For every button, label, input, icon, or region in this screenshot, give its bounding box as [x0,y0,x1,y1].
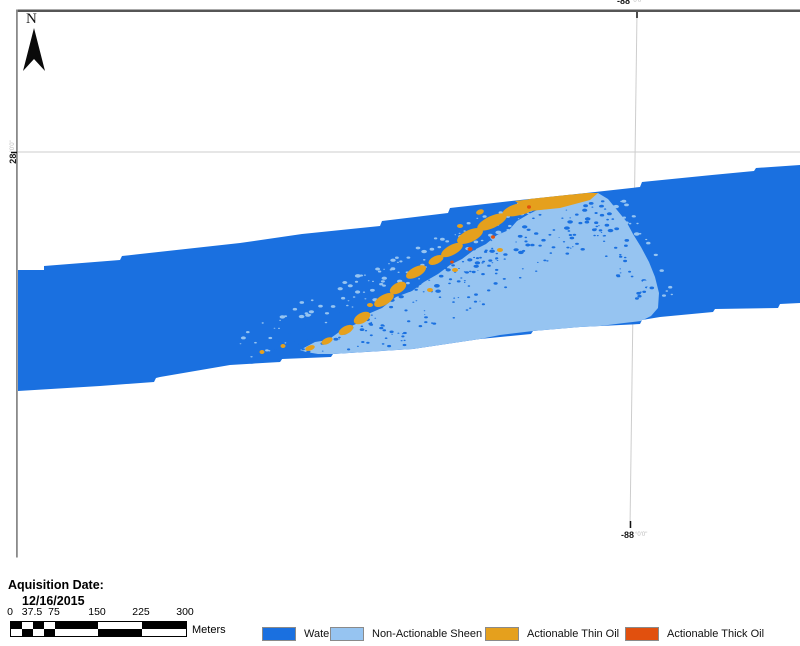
scale-tick-225: 225 [132,606,150,618]
frame-left-line [16,9,18,558]
acquisition-date-title: Aquisition Date: [8,578,104,592]
scale-bar-graphic [10,621,187,637]
map-frame [11,9,800,558]
scale-bar: 0 37.5 75 150 225 300 Meters [7,606,250,642]
scale-unit-label: Meters [192,624,226,636]
grid-label-top: -88°0'0" [617,0,644,6]
frame-top-line [16,9,800,12]
scale-tick-300: 300 [176,606,194,618]
acquisition-date-value: 12/16/2015 [22,594,85,608]
oil-classification-swath [18,165,800,391]
north-label: N [26,11,37,27]
acquisition-date-block: Aquisition Date: 12/16/2015 [8,578,104,608]
scale-tick-150: 150 [88,606,106,618]
north-arrow-icon [23,28,45,71]
actionable-thick-oil-specks [450,205,531,264]
scale-tick-0: 0 [7,606,13,618]
non-actionable-sheen-region [300,193,659,354]
scale-tick-75: 75 [48,606,60,618]
scale-tick-37: 37.5 [21,606,43,618]
grid-label-bottom: -88°0'0" [621,530,648,540]
grid-label-left: 28°0'0" [8,140,18,164]
